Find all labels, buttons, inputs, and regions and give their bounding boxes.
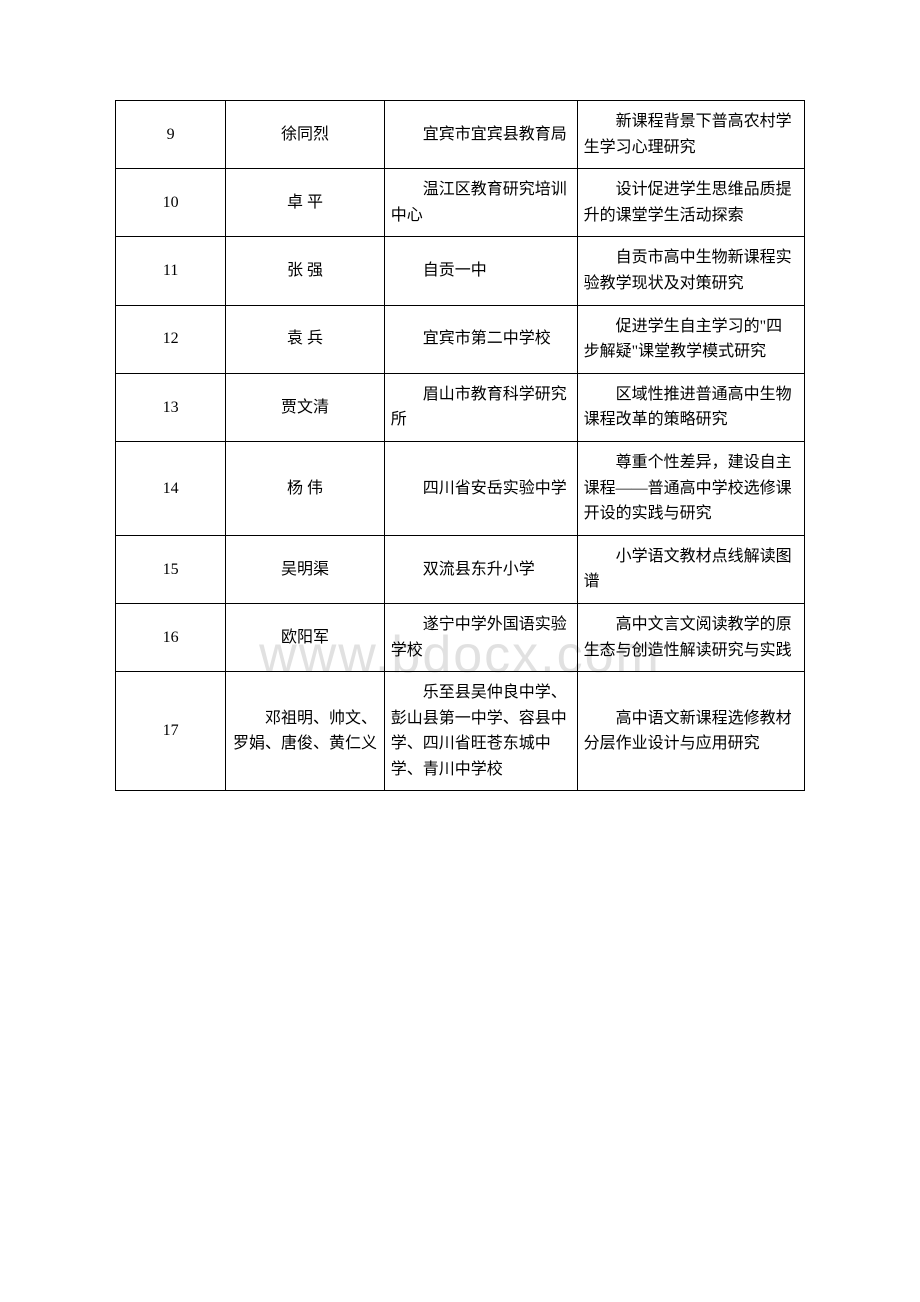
table-row: 17邓祖明、帅文、罗娟、唐俊、黄仁义乐至县吴仲良中学、彭山县第一中学、容县中学、… <box>116 672 805 791</box>
row-org: 宜宾市第二中学校 <box>384 305 577 373</box>
row-topic: 尊重个性差异，建设自主课程——普通高中学校选修课开设的实践与研究 <box>577 441 804 535</box>
row-topic: 区域性推进普通高中生物课程改革的策略研究 <box>577 373 804 441</box>
table-row: 15吴明渠双流县东升小学小学语文教材点线解读图谱 <box>116 535 805 603</box>
row-name: 欧阳军 <box>226 603 384 671</box>
row-number: 13 <box>116 373 226 441</box>
row-name: 吴明渠 <box>226 535 384 603</box>
table-row: 13贾文清眉山市教育科学研究所区域性推进普通高中生物课程改革的策略研究 <box>116 373 805 441</box>
row-org: 宜宾市宜宾县教育局 <box>384 101 577 169</box>
row-org: 遂宁中学外国语实验学校 <box>384 603 577 671</box>
row-org: 眉山市教育科学研究所 <box>384 373 577 441</box>
row-number: 16 <box>116 603 226 671</box>
row-number: 9 <box>116 101 226 169</box>
table-row: 14杨 伟四川省安岳实验中学尊重个性差异，建设自主课程——普通高中学校选修课开设… <box>116 441 805 535</box>
row-topic: 小学语文教材点线解读图谱 <box>577 535 804 603</box>
row-topic: 高中语文新课程选修教材分层作业设计与应用研究 <box>577 672 804 791</box>
row-name: 邓祖明、帅文、罗娟、唐俊、黄仁义 <box>226 672 384 791</box>
row-number: 14 <box>116 441 226 535</box>
row-number: 12 <box>116 305 226 373</box>
table-row: 11张 强自贡一中自贡市高中生物新课程实验教学现状及对策研究 <box>116 237 805 305</box>
row-topic: 促进学生自主学习的"四步解疑"课堂教学模式研究 <box>577 305 804 373</box>
row-org: 温江区教育研究培训中心 <box>384 169 577 237</box>
table-row: 10卓 平温江区教育研究培训中心设计促进学生思维品质提升的课堂学生活动探索 <box>116 169 805 237</box>
row-number: 10 <box>116 169 226 237</box>
research-table: 9徐同烈宜宾市宜宾县教育局新课程背景下普高农村学生学习心理研究10卓 平温江区教… <box>115 100 805 791</box>
row-name: 卓 平 <box>226 169 384 237</box>
row-number: 15 <box>116 535 226 603</box>
table-row: 12袁 兵宜宾市第二中学校促进学生自主学习的"四步解疑"课堂教学模式研究 <box>116 305 805 373</box>
row-name: 袁 兵 <box>226 305 384 373</box>
row-org: 乐至县吴仲良中学、彭山县第一中学、容县中学、四川省旺苍东城中学、青川中学校 <box>384 672 577 791</box>
table-container: 9徐同烈宜宾市宜宾县教育局新课程背景下普高农村学生学习心理研究10卓 平温江区教… <box>115 100 805 791</box>
row-topic: 新课程背景下普高农村学生学习心理研究 <box>577 101 804 169</box>
row-name: 张 强 <box>226 237 384 305</box>
row-org: 双流县东升小学 <box>384 535 577 603</box>
row-topic: 设计促进学生思维品质提升的课堂学生活动探索 <box>577 169 804 237</box>
row-org: 自贡一中 <box>384 237 577 305</box>
row-number: 11 <box>116 237 226 305</box>
row-org: 四川省安岳实验中学 <box>384 441 577 535</box>
row-number: 17 <box>116 672 226 791</box>
row-name: 贾文清 <box>226 373 384 441</box>
row-name: 徐同烈 <box>226 101 384 169</box>
row-topic: 高中文言文阅读教学的原生态与创造性解读研究与实践 <box>577 603 804 671</box>
table-row: 16欧阳军遂宁中学外国语实验学校高中文言文阅读教学的原生态与创造性解读研究与实践 <box>116 603 805 671</box>
row-topic: 自贡市高中生物新课程实验教学现状及对策研究 <box>577 237 804 305</box>
table-row: 9徐同烈宜宾市宜宾县教育局新课程背景下普高农村学生学习心理研究 <box>116 101 805 169</box>
row-name: 杨 伟 <box>226 441 384 535</box>
